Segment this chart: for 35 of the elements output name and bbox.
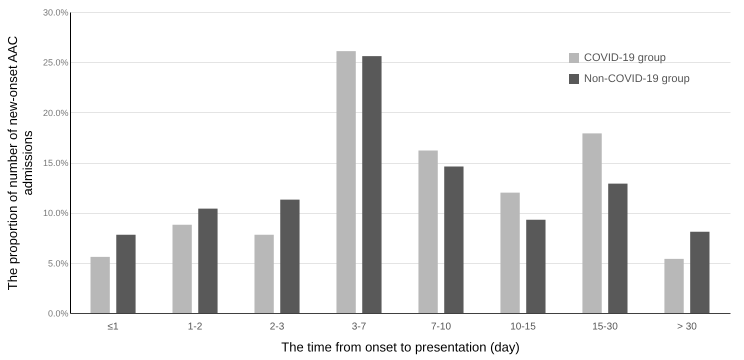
y-tick-label: 15.0% xyxy=(42,158,68,168)
bar xyxy=(116,234,136,313)
bar xyxy=(582,133,602,313)
bar xyxy=(664,258,684,313)
y-tick-label: 20.0% xyxy=(42,108,68,118)
bar xyxy=(362,56,382,313)
x-tick-label: ≤1 xyxy=(108,322,119,332)
x-tick-label: 15-30 xyxy=(592,322,618,332)
bar xyxy=(254,234,274,313)
x-tick-label: > 30 xyxy=(677,322,698,332)
y-axis-title: The proportion of number of new-onset AAC admissions xyxy=(4,36,35,290)
y-tick-label: 25.0% xyxy=(42,58,68,68)
bar xyxy=(198,208,218,313)
bar xyxy=(444,166,464,313)
y-tick-label: 30.0% xyxy=(42,8,68,18)
bar xyxy=(172,224,192,313)
legend-label: Non-COVID-19 group xyxy=(584,73,690,85)
bar xyxy=(418,150,438,313)
bar xyxy=(500,192,520,313)
y-tick-label: 5.0% xyxy=(48,258,68,268)
x-tick-label: 7-10 xyxy=(430,322,452,332)
x-tick-label: 3-7 xyxy=(352,322,367,332)
bar xyxy=(608,184,628,313)
y-tick-label: 0.0% xyxy=(48,308,68,318)
x-tick-label: 1-2 xyxy=(188,322,203,332)
bar xyxy=(280,200,300,313)
y-tick-label: 10.0% xyxy=(42,208,68,218)
x-tick-label: 10-15 xyxy=(510,322,536,332)
bar xyxy=(336,51,356,313)
bar xyxy=(526,220,546,313)
legend-label: COVID-19 group xyxy=(584,52,666,64)
bar xyxy=(90,256,110,313)
bar xyxy=(690,232,710,313)
x-tick-label: 2-3 xyxy=(270,322,285,332)
x-axis-title: The time from onset to presentation (day) xyxy=(281,340,520,354)
